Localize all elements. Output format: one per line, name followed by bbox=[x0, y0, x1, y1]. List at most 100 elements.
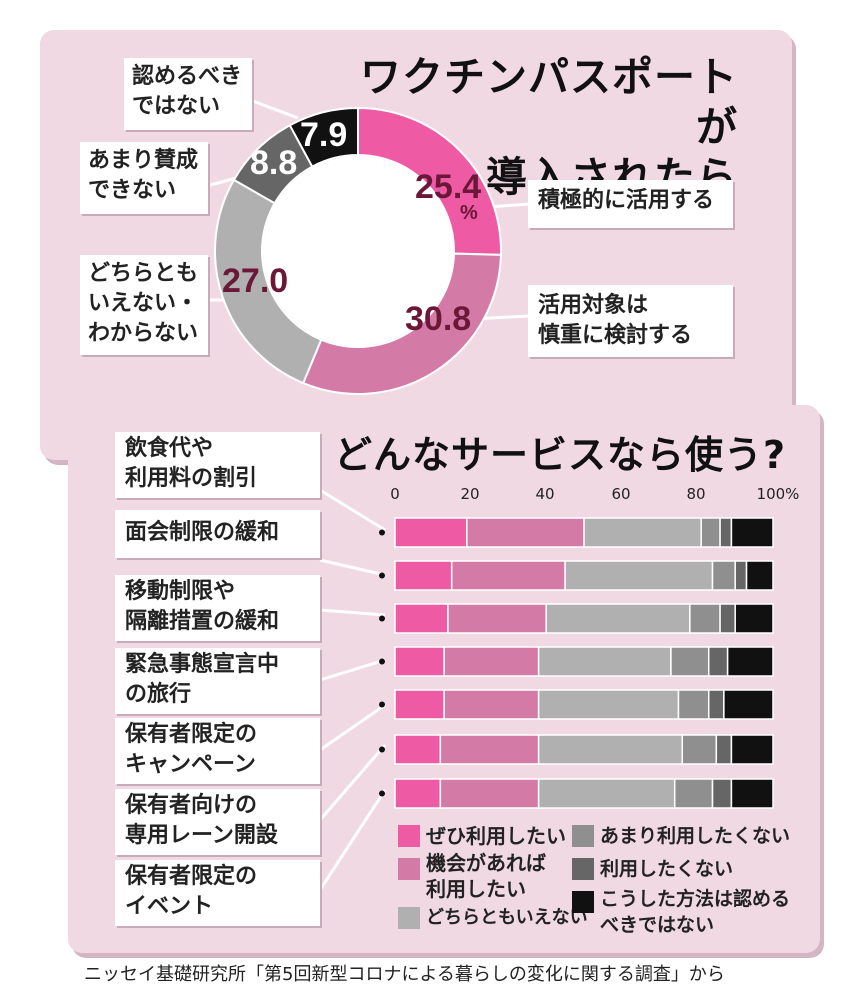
category-label-7: 保有者限定の イベント bbox=[115, 860, 320, 926]
bar-segment-r3-s1 bbox=[394, 603, 449, 634]
bar-segment-r2-s6 bbox=[745, 560, 774, 591]
bar-segment-r7-s4 bbox=[673, 778, 714, 809]
donut-slice-5 bbox=[288, 106, 359, 168]
donut-slice-2 bbox=[301, 252, 502, 395]
connector-line-11 bbox=[318, 744, 387, 821]
annotation-text: 積極的に活用する bbox=[538, 188, 715, 213]
category-label-2: 面会制限の緩和 bbox=[115, 510, 320, 558]
bar-segment-r4-s5 bbox=[707, 646, 729, 677]
row-bullet-1 bbox=[379, 529, 385, 536]
connector-line-10 bbox=[319, 703, 386, 752]
bar-segment-r4-s2 bbox=[443, 646, 540, 677]
annotation-text: 活用対象は bbox=[538, 293, 649, 318]
annotation-box-4: あまり賛成 できない bbox=[80, 142, 208, 214]
annotation-text: わからない bbox=[88, 321, 199, 346]
bar-segment-r7-s1 bbox=[394, 778, 442, 809]
legend-label-1: ぜひ利用したい bbox=[426, 824, 566, 848]
connector-line-6 bbox=[319, 488, 386, 532]
category-line: 隔離措置の緩和 bbox=[125, 609, 280, 634]
legend-swatch-5 bbox=[572, 858, 594, 880]
annotation-text: 認めるべき bbox=[132, 64, 243, 89]
donut-title-line1: ワクチンパスポートが bbox=[360, 53, 738, 151]
row-bullet-6 bbox=[379, 746, 385, 753]
category-line: の旅行 bbox=[125, 682, 192, 707]
donut-hole bbox=[263, 156, 453, 346]
legend-label-6: こうした方法は認める べきではない bbox=[600, 886, 790, 938]
legend-text: べきではない bbox=[600, 914, 715, 936]
bar-segment-r3-s6 bbox=[734, 603, 774, 634]
annotation-box-2: 活用対象は 慎重に検討する bbox=[528, 285, 733, 357]
bar-segment-r6-s1 bbox=[394, 734, 442, 765]
slice-label-2: 30.8 bbox=[405, 300, 472, 338]
category-line: キャンペーン bbox=[125, 752, 256, 777]
row-bullet-2 bbox=[379, 572, 385, 579]
legend-swatch-3 bbox=[398, 907, 420, 929]
bar-segment-r6-s2 bbox=[439, 734, 540, 765]
legend-swatch-4 bbox=[572, 825, 594, 847]
annotation-box-1: 積極的に活用する bbox=[528, 180, 733, 228]
bar-segment-r7-s3 bbox=[537, 778, 676, 809]
legend-label-5: 利用したくない bbox=[600, 858, 734, 880]
category-line: 保有者限定の bbox=[125, 722, 258, 747]
category-line: 移動制限や bbox=[125, 579, 236, 604]
bar-segment-r1-s3 bbox=[583, 517, 702, 548]
source-footer: ニッセイ基礎研究所「第5回新型コロナによる暮らしの変化に関する調査」から bbox=[84, 964, 725, 985]
slice-label-3: 27.0 bbox=[222, 262, 289, 300]
x-tick-40: 40 bbox=[535, 485, 555, 503]
bar-segment-r5-s2 bbox=[443, 689, 540, 720]
bar-segment-r3-s2 bbox=[447, 603, 547, 634]
bar-segment-r6-s5 bbox=[715, 734, 733, 765]
category-line: 保有者向けの bbox=[125, 793, 258, 818]
bar-segment-r5-s1 bbox=[394, 689, 445, 720]
category-line: 緊急事態宣言中 bbox=[125, 652, 280, 677]
x-tick-60: 60 bbox=[611, 485, 631, 503]
category-line: 利用料の割引 bbox=[125, 466, 258, 491]
category-label-5: 保有者限定の キャンペーン bbox=[115, 718, 320, 784]
bar-segment-r4-s4 bbox=[670, 646, 710, 677]
connector-line-7 bbox=[319, 558, 386, 577]
annotation-box-3: どちらとも いえない・ わからない bbox=[80, 255, 208, 355]
row-bullet-7 bbox=[379, 790, 385, 797]
category-label-1: 飲食代や 利用料の割引 bbox=[115, 432, 320, 498]
category-label-4: 緊急事態宣言中 の旅行 bbox=[115, 648, 320, 714]
annotation-text: 慎重に検討する bbox=[538, 323, 693, 348]
legend-swatch-1 bbox=[398, 825, 420, 847]
bar-segment-r7-s2 bbox=[439, 778, 540, 809]
connector-line-5 bbox=[249, 98, 299, 120]
bar-segment-r5-s4 bbox=[677, 689, 710, 720]
slice-label-1: 25.4 bbox=[415, 168, 482, 206]
bar-segment-r1-s2 bbox=[466, 517, 585, 548]
bar-segment-r6-s3 bbox=[537, 734, 684, 765]
bar-segment-r3-s3 bbox=[545, 603, 691, 634]
bar-segment-r6-s4 bbox=[681, 734, 718, 765]
bar-segment-r2-s5 bbox=[734, 560, 748, 591]
bar-segment-r4-s1 bbox=[394, 646, 445, 677]
slice-unit: % bbox=[460, 202, 478, 224]
bar-segment-r4-s6 bbox=[726, 646, 774, 677]
annotation-text: ではない bbox=[132, 94, 221, 119]
x-tick-20: 20 bbox=[460, 485, 480, 503]
x-tick-80: 80 bbox=[686, 485, 706, 503]
bar-segment-r2-s4 bbox=[711, 560, 736, 591]
legend-text: こうした方法は認める bbox=[600, 888, 791, 910]
x-tick-100: 100% bbox=[756, 485, 800, 503]
annotation-text: どちらとも bbox=[88, 261, 199, 286]
bar-segment-r1-s1 bbox=[394, 517, 468, 548]
connector-line-8 bbox=[319, 608, 386, 617]
row-bullet-5 bbox=[379, 701, 385, 708]
connector-line-12 bbox=[318, 789, 387, 891]
bar-segment-r2-s3 bbox=[564, 560, 714, 591]
legend-swatch-2 bbox=[398, 858, 420, 880]
bar-segment-r3-s5 bbox=[719, 603, 736, 634]
bar-segment-r7-s6 bbox=[730, 778, 774, 809]
slice-label-4: 8.8 bbox=[250, 144, 298, 182]
annotation-text: できない bbox=[88, 178, 177, 203]
annotation-text: あまり賛成 bbox=[88, 148, 199, 173]
legend-label-3: どちらともいえない bbox=[426, 907, 588, 928]
category-line: 飲食代や bbox=[125, 436, 214, 461]
category-line: 面会制限の緩和 bbox=[125, 520, 280, 545]
connector-line-9 bbox=[319, 658, 386, 682]
bar-segment-r1-s6 bbox=[730, 517, 774, 548]
category-line: 保有者限定の bbox=[125, 864, 258, 889]
